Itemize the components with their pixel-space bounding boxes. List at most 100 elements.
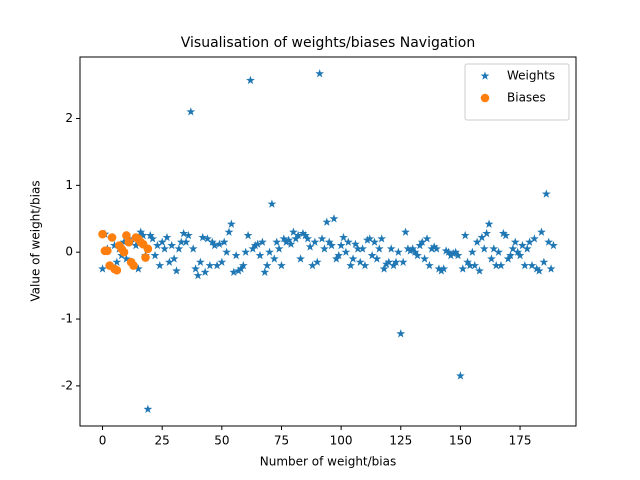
data-point [348,254,358,263]
data-point [456,371,465,380]
data-point [444,247,453,256]
data-point [470,260,480,270]
data-point [386,244,396,253]
data-point [367,250,377,260]
data-point [546,264,556,273]
data-point [231,250,241,260]
data-point [532,264,542,273]
data-point [317,234,327,243]
data-point [422,234,432,243]
data-point [162,232,172,242]
data-point [164,257,174,266]
data-point [243,230,253,240]
data-point [362,235,372,244]
data-point [427,244,437,253]
data-point [145,230,155,240]
data-point [269,254,279,263]
data-point [498,228,508,238]
data-point [413,250,422,260]
data-point [315,69,325,78]
data-point [274,244,284,253]
data-point [506,250,515,260]
data-point [463,257,472,266]
x-tick-label: 75 [274,434,289,448]
data-point [155,260,165,270]
data-point [103,246,112,256]
data-point [472,237,482,246]
data-point [534,266,544,275]
data-point [491,260,501,270]
data-point [434,264,444,273]
data-point [195,257,205,266]
data-point [384,257,394,266]
data-point [496,260,506,270]
data-point [188,244,198,253]
data-point [522,244,532,253]
data-point [518,240,527,250]
data-point [379,264,389,273]
data-point [293,230,303,240]
data-point [310,237,320,246]
x-tick-label: 25 [155,434,170,448]
data-point [467,247,477,256]
data-point [98,229,107,239]
data-point [391,257,401,266]
data-point [272,237,282,246]
data-point [284,235,294,244]
data-point [193,270,203,280]
data-point [143,404,153,414]
data-point [448,248,458,258]
data-point [141,253,150,262]
data-point [324,237,334,246]
data-point [513,247,523,256]
data-point [119,247,129,257]
data-point [355,257,365,266]
data-point [119,237,129,246]
data-point [549,240,558,250]
data-point [296,254,305,263]
data-point [322,217,332,226]
data-point [215,239,224,248]
data-point [122,231,131,240]
data-point [98,264,107,273]
data-point [336,240,346,250]
data-point [432,244,441,253]
data-point [133,264,143,273]
legend-marker [480,93,490,103]
data-point [537,227,546,236]
x-tick-label: 50 [214,434,229,448]
data-point [479,244,489,253]
data-point [203,234,212,243]
data-point [308,260,317,270]
data-point [346,260,356,270]
data-point [300,230,310,240]
data-point [250,240,260,250]
data-point [475,266,484,275]
legend-label: Biases [507,91,546,105]
data-point [143,244,153,254]
data-point [515,250,525,260]
data-point [174,244,184,253]
data-point [489,244,499,253]
data-point [131,240,141,250]
data-point [465,260,475,270]
data-point [112,257,122,266]
data-point [281,237,291,246]
data-point [210,240,220,250]
data-point [255,250,265,260]
data-point [417,237,427,246]
data-point [138,230,148,240]
x-tick-label: 175 [509,434,532,448]
data-point [458,264,468,273]
legend: Weights Biases [464,63,570,121]
data-point [403,244,413,253]
data-point [112,265,122,275]
data-point [148,234,158,243]
data-point [122,254,131,263]
data-point [279,234,289,243]
data-point [234,266,243,275]
data-point [277,260,286,270]
data-point [222,247,231,256]
data-point [539,257,549,266]
legend-marker [480,71,490,80]
